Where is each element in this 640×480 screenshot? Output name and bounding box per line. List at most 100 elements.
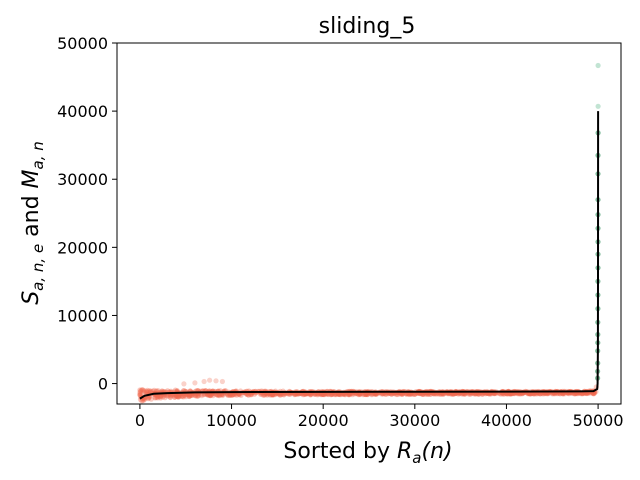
band-point [448, 391, 454, 397]
band-point [544, 391, 551, 397]
band-point [227, 392, 233, 398]
band-point [410, 391, 416, 397]
band-point [156, 393, 162, 399]
band-point [173, 393, 180, 399]
band-point [152, 394, 158, 400]
band-point [364, 391, 370, 398]
band-point [206, 392, 212, 398]
mean-line [139, 111, 600, 400]
plot-area [137, 62, 601, 404]
band-point [188, 392, 194, 398]
band-point [155, 393, 161, 399]
x-tick-label: 10000 [206, 411, 257, 430]
band-point [192, 392, 198, 398]
band-point [373, 391, 379, 397]
band-point [552, 391, 558, 397]
band-point [292, 391, 298, 397]
band-point [152, 395, 158, 401]
band-point [157, 394, 163, 400]
x-axis-label-args: (n) [421, 439, 452, 464]
band-point [164, 393, 170, 399]
band-point [158, 393, 164, 399]
band-point [355, 391, 361, 397]
band-point [307, 392, 314, 398]
band-point [148, 396, 154, 402]
band-point [146, 388, 153, 394]
band-point [301, 391, 307, 398]
band-point [319, 391, 325, 397]
band-point [145, 395, 151, 401]
band-point [337, 392, 343, 398]
band-point [591, 391, 597, 397]
band-point [357, 391, 363, 398]
y-axis-label: Sa, n, e and Ma, n [19, 141, 47, 305]
band-point [437, 391, 443, 397]
band-point [269, 391, 276, 398]
band-point [329, 391, 335, 397]
band-point [248, 392, 254, 398]
band-point [307, 392, 314, 398]
band-point [476, 391, 482, 397]
band-point [172, 392, 178, 398]
band-point [550, 391, 556, 397]
band-point [165, 393, 171, 399]
band-point [440, 391, 446, 397]
band-point [326, 391, 332, 398]
band-point [153, 388, 159, 394]
band-point [246, 392, 252, 398]
band-point [590, 391, 597, 397]
band-point [280, 391, 286, 397]
band-point [425, 391, 431, 397]
band-point [176, 394, 182, 400]
band-point [145, 389, 151, 395]
outlier-point [219, 378, 225, 385]
band-point [498, 391, 504, 397]
band-point [560, 391, 566, 397]
band-point [138, 388, 144, 394]
band-point [362, 391, 369, 397]
band-point [590, 390, 596, 397]
band-point [141, 389, 147, 395]
band-point [195, 393, 201, 399]
band-point [318, 392, 324, 398]
band-point [412, 391, 418, 397]
band-point [230, 391, 236, 398]
band-point [167, 393, 174, 399]
band-point [175, 393, 181, 399]
band-point [291, 392, 298, 398]
x-tick-label: 50000 [573, 411, 624, 430]
y-tick-label: 20000 [57, 238, 108, 257]
y-axis-label-s: S [19, 291, 44, 305]
band-point [412, 391, 418, 397]
band-point [154, 394, 160, 401]
band-point [183, 394, 189, 400]
x-tick-label: 20000 [298, 411, 349, 430]
x-tick-label: 30000 [389, 411, 440, 430]
band-point [321, 392, 327, 398]
band-point [342, 391, 348, 398]
band-point [155, 395, 161, 401]
band-point [349, 392, 356, 398]
band-point [140, 387, 146, 393]
band-point [267, 392, 273, 398]
band-point [579, 391, 585, 397]
y-axis-label-and: and [19, 188, 44, 243]
band-point [431, 391, 437, 397]
band-point [232, 392, 238, 398]
band-point [388, 391, 395, 397]
band-point [269, 391, 276, 397]
band-point [404, 391, 410, 397]
band-point [261, 392, 267, 398]
band-point [238, 392, 244, 398]
band-point [159, 388, 165, 394]
band-point [438, 391, 445, 397]
band-point [216, 392, 222, 398]
band-scatter-series [137, 384, 599, 404]
band-point [473, 391, 479, 397]
band-point [151, 387, 157, 393]
band-point [230, 392, 236, 398]
band-point [347, 392, 353, 398]
band-point [162, 395, 168, 401]
y-tick-label: 40000 [57, 102, 108, 121]
